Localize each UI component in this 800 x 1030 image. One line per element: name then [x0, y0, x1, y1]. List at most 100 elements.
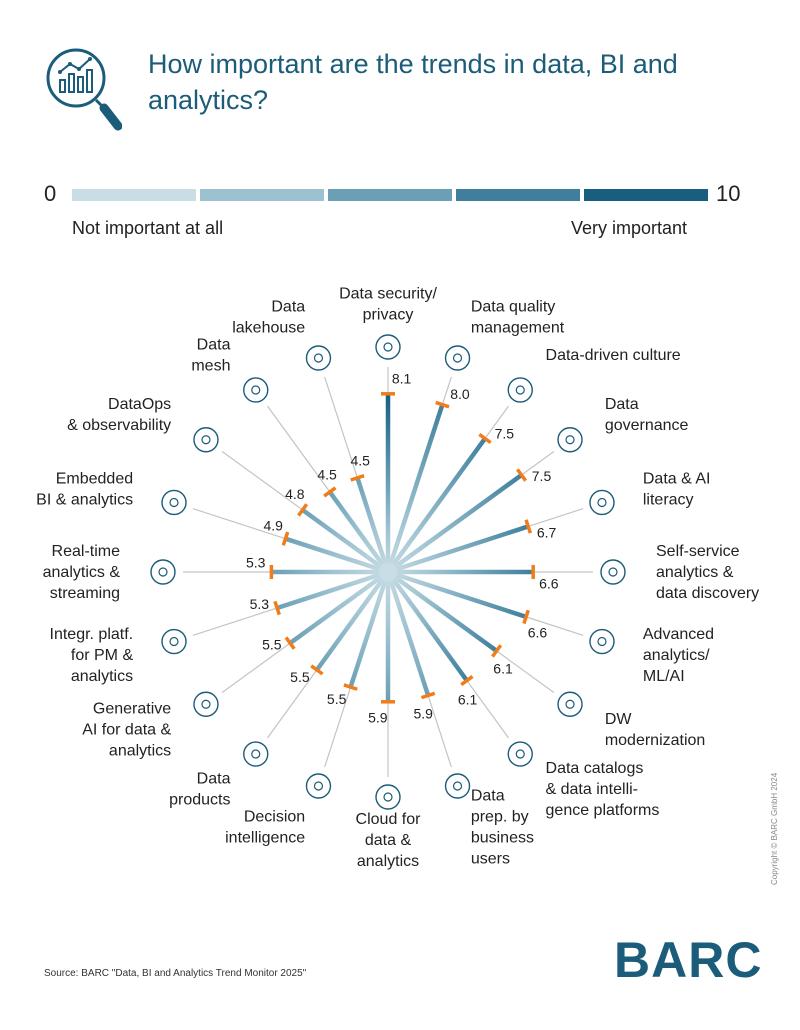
category-label-line: Data quality [471, 299, 555, 316]
category-label-line: & data intelli- [546, 781, 639, 798]
category-label-line: & observability [67, 417, 171, 434]
value-marker [522, 609, 530, 625]
value-label: 4.8 [285, 486, 305, 502]
category-label: Data quality management [471, 299, 565, 337]
scale-segment [72, 189, 196, 201]
spoke-line [192, 607, 278, 636]
spoke-line [521, 451, 555, 476]
value-label: 5.3 [250, 596, 270, 612]
source-note: Source: BARC "Data, BI and Analytics Tre… [44, 968, 307, 979]
spoke-line [221, 642, 291, 693]
category-label-line: literacy [643, 492, 694, 509]
magnifier-chart-icon [150, 559, 176, 585]
spoke-line [267, 669, 318, 739]
value-bar [315, 570, 390, 672]
value-bar [301, 508, 390, 574]
category-label: Data catalogs & data intelli-gence platfo… [546, 760, 660, 819]
category-label-line: Advanced [643, 626, 714, 643]
value-label: 4.9 [263, 518, 283, 534]
category-label: Data lakehouse [232, 299, 305, 337]
spoke-line [192, 508, 286, 540]
scale-low-caption: Not important at all [72, 218, 224, 238]
scale-max-label: 10 [716, 181, 741, 206]
category-label-line: modernization [605, 732, 706, 749]
category-label-line: Integr. platf. [50, 626, 134, 643]
spokes [183, 367, 593, 777]
value-marker [460, 675, 474, 687]
database-waves-icon [305, 345, 332, 371]
infinity-icon [193, 427, 219, 453]
value-marker [273, 600, 281, 616]
category-label: Real-time analytics & streaming [43, 543, 121, 602]
category-label-line: analytics [357, 853, 419, 870]
category-label: Embedded BI & analytics [36, 471, 133, 509]
value-marker [524, 519, 533, 534]
value-label: 5.5 [327, 691, 347, 707]
spoke-line [441, 376, 452, 405]
category-label-line: for PM & [71, 647, 134, 664]
value-marker [297, 503, 309, 517]
category-labels: Data security/privacy Data quality managem… [36, 286, 759, 871]
value-label: 6.6 [528, 624, 548, 640]
category-label-line: analytics & [43, 564, 121, 581]
category-label-line: Data catalogs [546, 760, 644, 777]
value-label: 5.9 [368, 709, 388, 725]
value-bar [386, 570, 498, 653]
value-label: 4.5 [350, 452, 370, 468]
importance-scale-bar [72, 189, 708, 201]
value-marker [350, 474, 365, 482]
category-label-line: Real-time [52, 543, 121, 560]
value-label: 8.0 [450, 386, 470, 402]
category-label-line: Data [471, 787, 505, 804]
value-marker [310, 664, 324, 676]
category-label: Self-service analytics & data discovery [656, 543, 759, 602]
value-marker [284, 636, 296, 650]
category-label-line: analytics/ [643, 647, 710, 664]
value-bar [385, 571, 431, 697]
value-label: 7.5 [532, 468, 552, 484]
value-bar [386, 570, 469, 682]
value-marker [420, 691, 436, 700]
value-bar [387, 569, 527, 620]
database-check-icon [444, 345, 471, 371]
category-label-line: Generative [93, 701, 171, 718]
spoke-line [484, 405, 509, 439]
category-label-line: privacy [363, 307, 414, 324]
value-label: 6.6 [539, 575, 559, 591]
value-bar [386, 473, 523, 574]
value-marker [491, 644, 503, 658]
category-label-line: Embedded [56, 471, 133, 488]
magnifier-chart-icon [44, 44, 123, 139]
category-label-line: intelligence [225, 829, 305, 846]
value-label: 6.1 [458, 691, 478, 707]
value-bar [284, 536, 389, 575]
value-bar [348, 571, 391, 688]
category-label-line: Data & AI [643, 471, 711, 488]
category-label-line: DW [605, 711, 633, 728]
category-label-line: analytics & [656, 564, 734, 581]
category-label: Data governance [605, 396, 689, 434]
value-marker [281, 531, 290, 546]
value-bar [385, 403, 445, 573]
bars [271, 393, 534, 702]
value-labels: 8.1 8.0 7.5 7.5 6.7 6.6 6.6 6.1 6.1 5.9 5.9 5.5 5.5 5… [246, 370, 559, 725]
value-bar [387, 524, 529, 575]
value-marker [435, 400, 450, 409]
category-label-line: BI & analytics [36, 492, 133, 509]
value-markers [269, 392, 535, 704]
category-label-line: ML/AI [643, 668, 685, 685]
category-label-line: Self-service [656, 543, 740, 560]
category-label-line: analytics [71, 668, 133, 685]
value-label: 5.5 [262, 637, 282, 653]
value-label: 8.1 [392, 370, 412, 386]
house-circle-icon [557, 691, 583, 717]
value-marker [515, 468, 528, 482]
category-label-line: analytics [109, 743, 171, 760]
network-nodes-icon [161, 628, 187, 655]
head-tools-icon [600, 559, 626, 585]
scale-min-label: 0 [44, 181, 57, 206]
barc-logo: BARC [614, 932, 763, 988]
spoke-line [427, 695, 452, 768]
value-label: 6.1 [493, 661, 513, 677]
